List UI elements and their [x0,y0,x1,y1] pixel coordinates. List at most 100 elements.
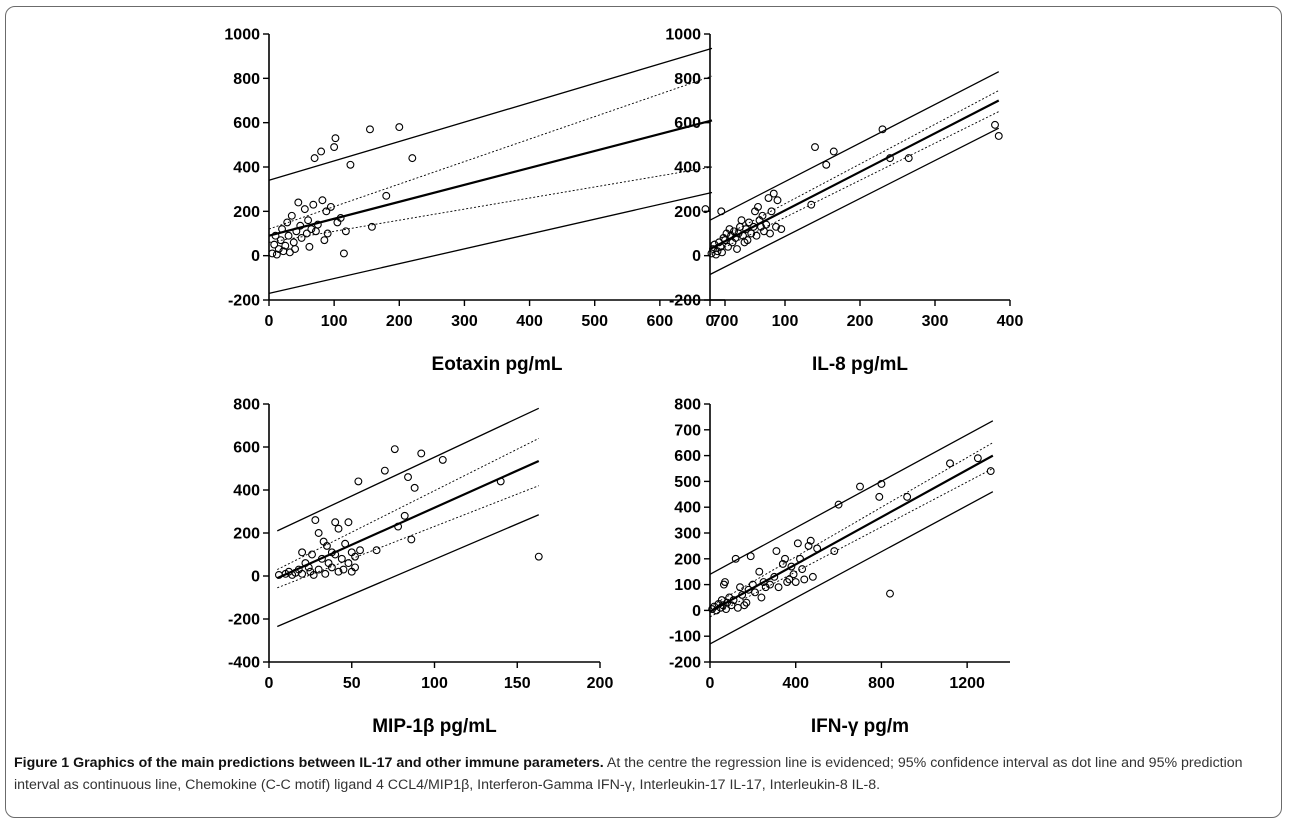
data-point [318,554,326,563]
data-point [390,445,399,454]
confidence-interval-lower [268,166,713,243]
x-tick-label: 0 [706,313,715,330]
data-point [287,211,296,220]
confidence-interval-lower [709,111,999,255]
data-point [791,578,800,586]
data-point [380,466,389,475]
data-point [300,205,309,214]
data-point [886,589,894,598]
data-point [729,596,738,605]
data-point [777,225,786,234]
data-point [323,229,332,238]
y-tick-label: -200 [669,655,701,672]
data-point [344,559,353,568]
data-point [344,518,353,527]
x-axis-label: Eotaxin pg/mL [432,354,563,375]
data-point [752,231,761,240]
x-tick-label: 50 [343,675,361,692]
data-point [291,245,300,253]
data-point [336,214,345,222]
data-point [271,231,280,240]
data-point [284,231,293,240]
data-point [341,227,350,236]
data-point [737,216,746,225]
chart-mip1b: -400 -200 0 200 400 600 800 0 50 100 150 200 MIP-1β … [228,397,613,738]
data-point [773,196,782,205]
data-point [727,601,736,610]
data-point [367,222,376,231]
y-tick-label: -200 [228,293,260,310]
caption-title: Figure 1 Graphics of the main prediction… [14,755,604,771]
data-point [759,578,768,586]
data-point [354,477,363,486]
x-tick-label: 1200 [949,675,985,692]
y-tick-label: 600 [233,115,260,132]
data-point [394,522,403,531]
data-point [904,154,913,163]
x-tick-label: 800 [868,675,895,692]
data-point [297,233,306,242]
data-point [320,236,329,245]
data-point [408,154,417,163]
data-point [309,200,318,209]
regression-line [709,454,994,613]
data-point [321,569,330,578]
data-point [778,560,787,568]
data-point [346,160,355,169]
data-point [717,207,726,216]
y-tick-label: 0 [251,248,260,265]
data-point [766,580,774,589]
data-point [496,477,505,486]
y-tick-label: 0 [692,248,701,265]
x-tick-label: 400 [997,313,1024,330]
data-point [830,547,839,556]
data-point [307,225,316,234]
data-point [276,236,285,245]
y-tick-label: 300 [674,526,701,543]
data-point [322,541,331,550]
x-tick-label: 100 [772,313,799,330]
prediction-interval-lower [277,514,540,628]
data-point [725,593,734,602]
data-point [334,524,343,533]
regression-line [268,119,713,237]
data-point [326,202,335,211]
data-point [742,225,750,234]
data-point [744,585,753,594]
y-tick-label: 0 [251,569,260,586]
y-tick-label: 700 [674,422,701,439]
data-point [283,218,292,227]
data-point [305,242,314,251]
data-point [754,202,762,211]
chart-eotaxin: -200 0 200 400 600 800 1000 0 100 200 300 400 500 600… [224,27,738,376]
prediction-interval-upper [276,407,540,532]
data-point [829,147,838,156]
data-point [772,547,781,556]
data-point [743,236,752,245]
confidence-interval-lower [709,468,994,618]
y-tick-label: 800 [233,71,260,88]
x-tick-label: 0 [265,313,274,330]
data-point [770,572,779,581]
data-point [973,454,982,463]
x-axis-label: MIP-1β pg/mL [372,716,497,737]
data-point [946,459,954,468]
y-tick-label: 200 [233,204,260,221]
y-tick-label: 200 [674,551,701,568]
data-point [309,570,318,579]
data-point [785,575,794,584]
data-point [757,593,766,602]
data-point [834,500,843,509]
figure-caption: Figure 1 Graphics of the main prediction… [14,752,1276,796]
y-tick-label: 800 [233,397,260,414]
regression-line [276,459,540,580]
data-point [793,539,802,548]
data-point [311,516,320,525]
y-tick-label: -100 [669,629,701,646]
data-point [804,541,813,550]
caption-text: At the centre the regression line is evi… [14,755,1243,793]
data-point [356,546,364,555]
confidence-interval-upper [277,437,539,570]
data-point [742,598,751,607]
confidence-interval-upper [268,75,713,230]
